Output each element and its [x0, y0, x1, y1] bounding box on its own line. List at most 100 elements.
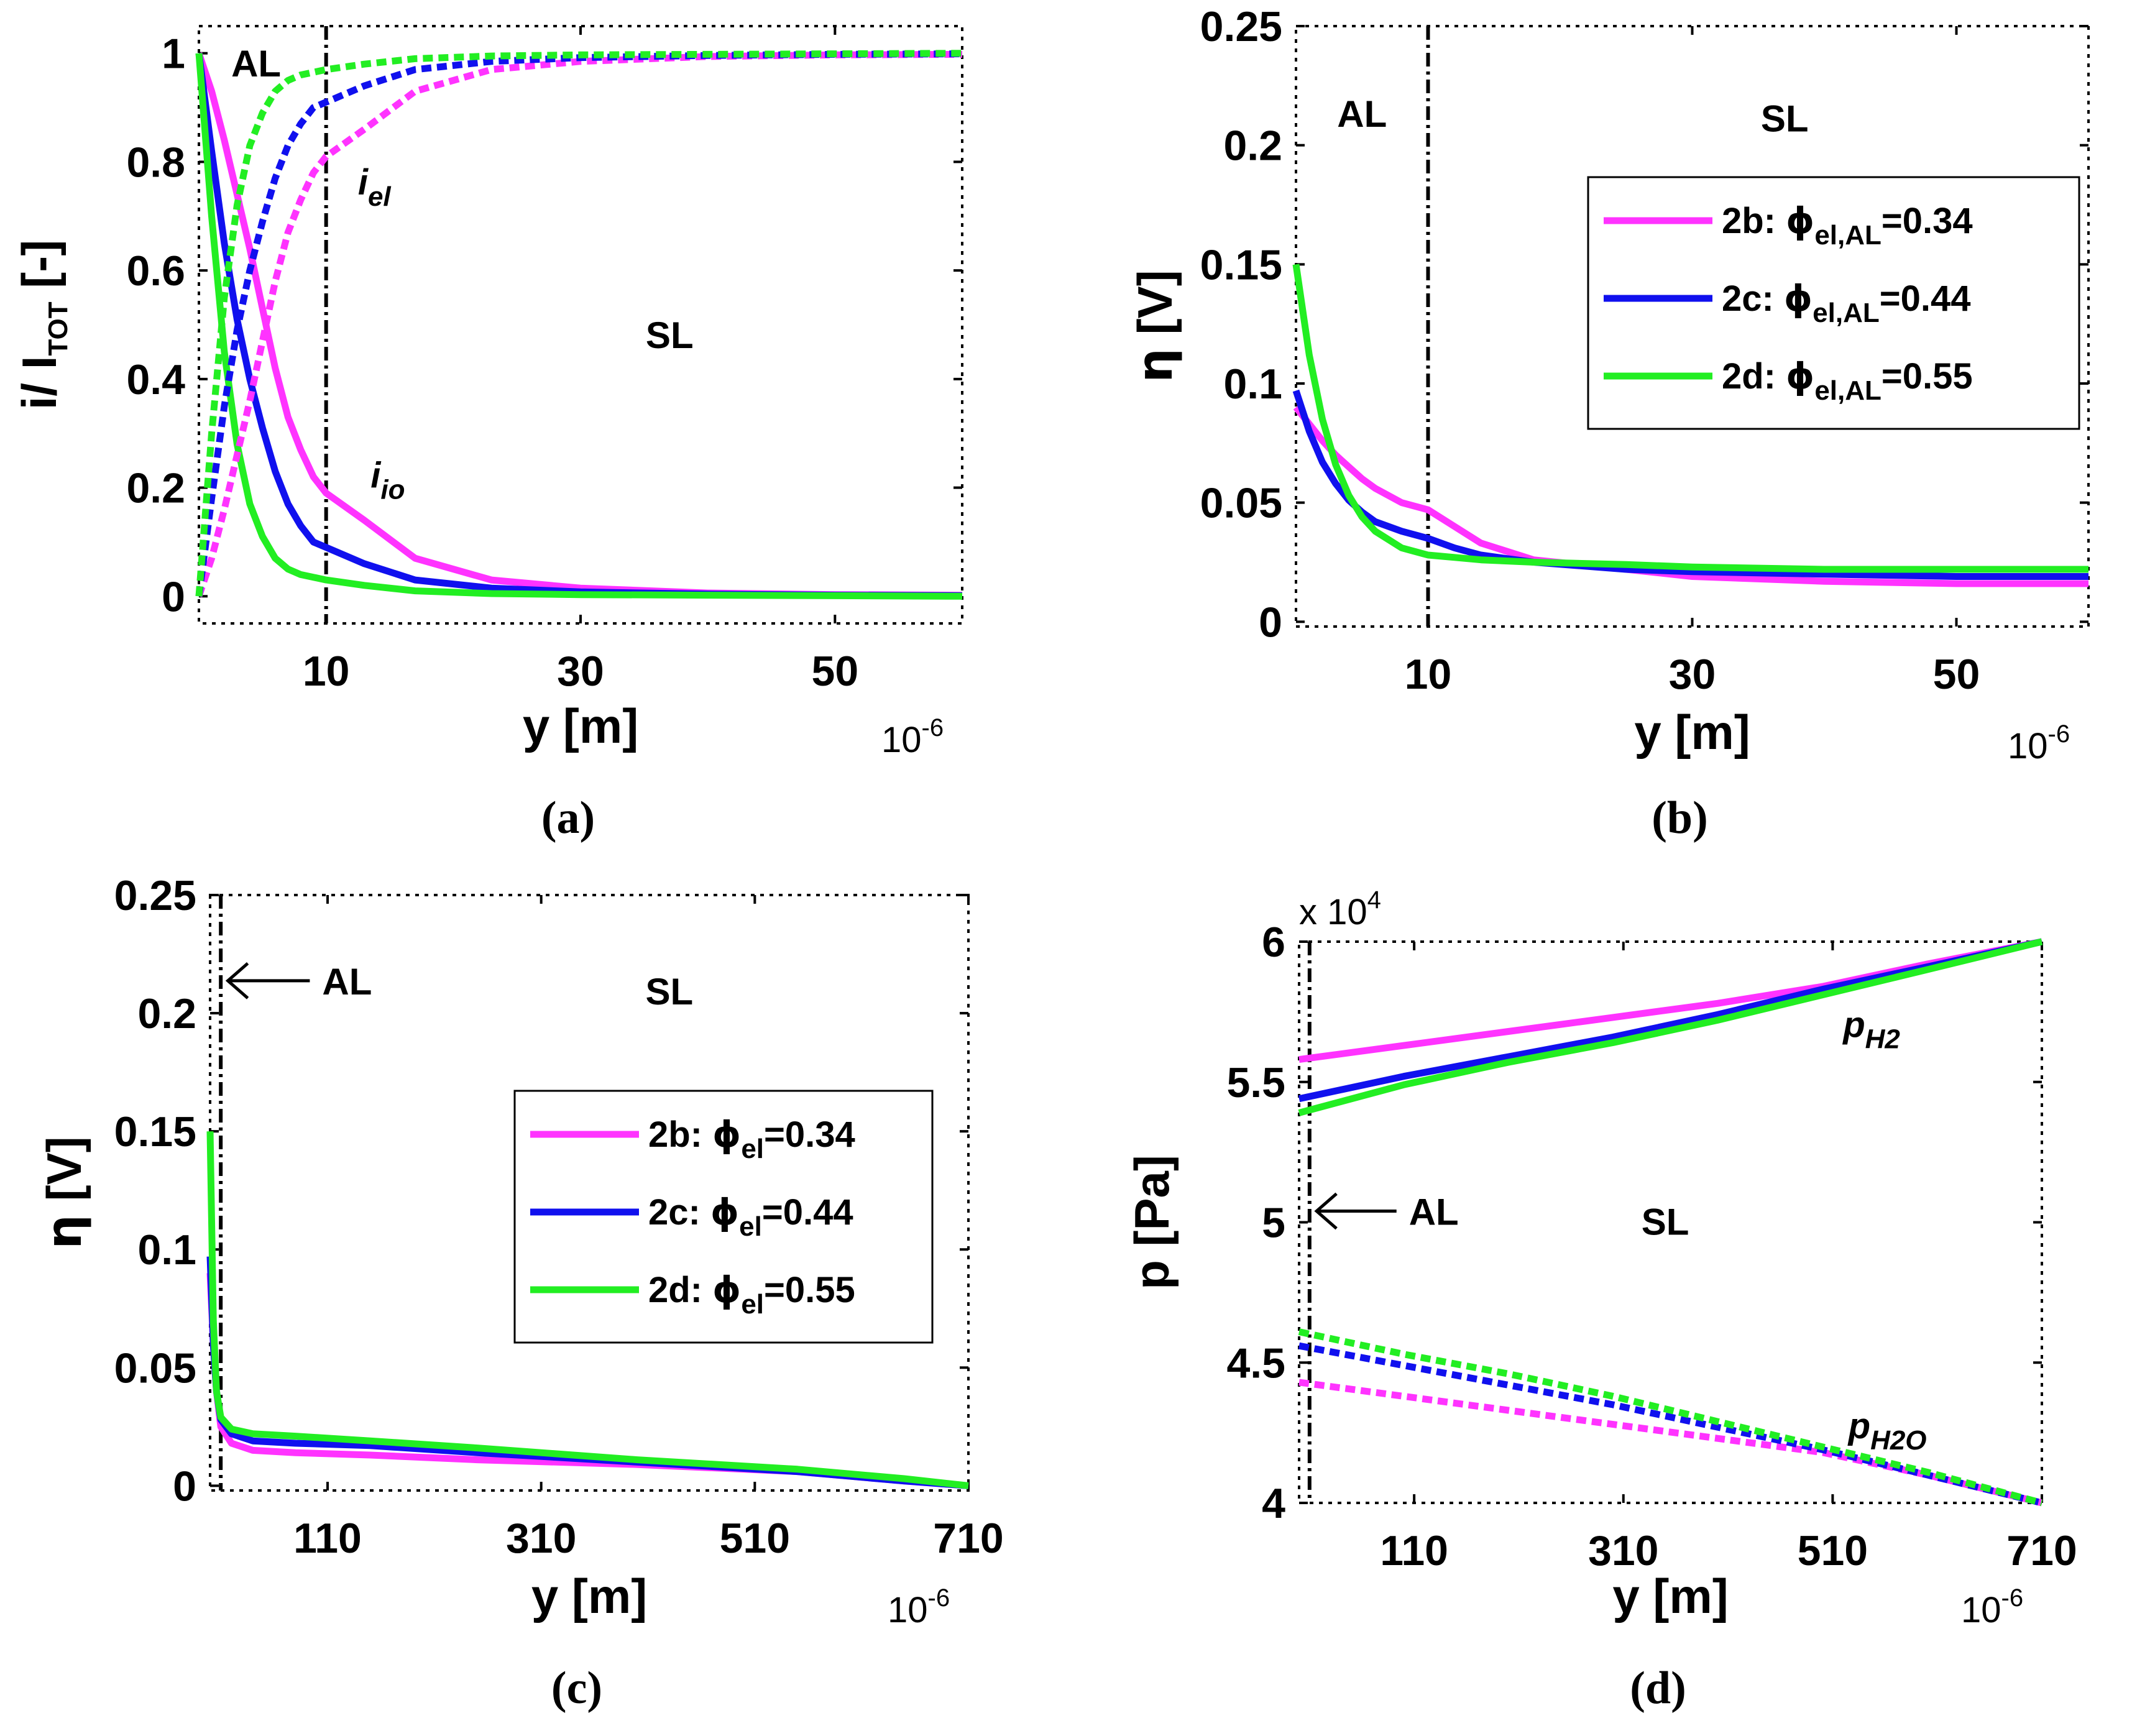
- legend-entry: 2d: ϕel=0.55: [648, 1269, 855, 1320]
- x-tick-label: 30: [557, 648, 604, 695]
- annotation-main: p: [1847, 1406, 1870, 1446]
- axes-frame: [1295, 25, 2090, 628]
- series-line-2b-ph2: [1298, 938, 2043, 1063]
- x-tick-label: 710: [2006, 1527, 2077, 1574]
- legend-symbol: ϕ: [712, 1269, 741, 1311]
- x-tick-label: 310: [1588, 1527, 1658, 1574]
- x-axis-label: y [m]: [1634, 705, 1750, 760]
- legend-symbol: ϕ: [1786, 200, 1814, 242]
- legend-entry: 2d: ϕel,AL=0.55: [1722, 355, 1973, 406]
- legend-sub: el,AL: [1814, 220, 1882, 250]
- region-label-al: AL: [322, 961, 372, 1003]
- y-tick-label: 0.8: [126, 139, 185, 186]
- x-tick-label: 310: [506, 1515, 576, 1562]
- y-tick-label: 0.2: [1223, 122, 1282, 170]
- region-label-al: AL: [1409, 1192, 1459, 1233]
- legend-sub: el: [741, 1289, 764, 1320]
- x-axis-multiplier: 10-6: [1961, 1584, 2023, 1630]
- x-axis-label: y [m]: [531, 1569, 647, 1623]
- y-axis-label-text: η [V]: [1128, 270, 1183, 382]
- y-tick-label: 0.1: [1223, 361, 1282, 408]
- series-line-2c-ph2o: [1298, 1342, 2043, 1507]
- x-tick-label: 710: [933, 1515, 1003, 1562]
- series-line-2c-ph2: [1298, 938, 2043, 1103]
- annotation-main: i: [370, 456, 382, 496]
- y-tick-label: 0.1: [137, 1226, 196, 1274]
- x-multiplier-base: 10: [888, 1590, 928, 1630]
- y-tick-label: 0.25: [1200, 3, 1282, 50]
- annotation-i-io: iio: [370, 456, 405, 505]
- region-label-sl: SL: [1761, 98, 1809, 140]
- y-tick-label: 4.5: [1226, 1339, 1285, 1387]
- annotation-sub: H2O: [1870, 1425, 1926, 1456]
- legend-symbol: ϕ: [712, 1113, 741, 1155]
- y-tick-label: 1: [162, 30, 185, 78]
- legend-prefix: 2d:: [1722, 356, 1786, 397]
- y-tick-label: 5: [1262, 1200, 1285, 1247]
- y-tick-label: 0: [162, 573, 185, 620]
- series-line-2b-i-el: [195, 50, 963, 598]
- legend-sub: el,AL: [1814, 375, 1882, 406]
- x-tick-label: 10: [303, 648, 350, 695]
- y-axis-label-text: η [V]: [37, 1136, 93, 1249]
- series-line-2c-i-io: [195, 52, 963, 599]
- x-axis-multiplier: 10-6: [888, 1584, 950, 1630]
- legend-prefix: 2d:: [648, 1270, 712, 1310]
- y-tick-label: 0: [173, 1463, 196, 1510]
- series-line-2d-i-io: [195, 53, 963, 600]
- panel-label-b: (b): [1652, 792, 1707, 843]
- y-tick-label: 4: [1262, 1480, 1285, 1527]
- region-label-al: AL: [231, 43, 281, 85]
- series-line-2d-el-0-55: [206, 1131, 969, 1489]
- legend-suffix: =0.55: [764, 1270, 855, 1310]
- series-line-2b-i-io: [195, 52, 963, 599]
- annotation-p-h2: pH2: [1842, 1005, 1900, 1055]
- x-tick-label: 50: [812, 648, 859, 695]
- y-tick-label: 0.6: [126, 247, 185, 295]
- y-tick-label: 0: [1259, 599, 1282, 646]
- y-axis-label: η [V]: [37, 1136, 93, 1249]
- legend-symbol: ϕ: [1786, 355, 1814, 397]
- y-tick-label: 0.05: [114, 1344, 196, 1392]
- ylabel-main: i/ I: [12, 356, 67, 410]
- y-axis-label: η [V]: [1128, 270, 1183, 382]
- x-multiplier-exp: -6: [928, 1584, 950, 1612]
- al-arrow-head: [225, 962, 249, 999]
- region-label-sl: SL: [646, 971, 694, 1013]
- x-axis-label: y [m]: [1612, 1569, 1728, 1623]
- y-axis-label-text: i/ ITOT [-]: [12, 240, 73, 410]
- series-line-2c-el-al-0-44: [1292, 389, 2088, 580]
- y-tick-label: 0.15: [114, 1108, 196, 1155]
- legend-sub: el: [741, 1134, 764, 1164]
- y-tick-label: 0.2: [137, 990, 196, 1037]
- x-multiplier-exp: -6: [2048, 720, 2070, 748]
- legend-symbol: ϕ: [710, 1191, 739, 1233]
- y-multiplier-base: x 10: [1299, 892, 1367, 932]
- y-axis-label: p [Pa]: [1124, 1155, 1179, 1290]
- legend-entry: 2c: ϕel=0.44: [648, 1191, 853, 1242]
- ylabel-sub: TOT: [43, 301, 73, 356]
- x-tick-label: 510: [720, 1515, 790, 1562]
- region-label-sl: SL: [1642, 1201, 1689, 1243]
- x-axis-label: y [m]: [523, 699, 638, 753]
- y-tick-label: 5.5: [1226, 1059, 1285, 1106]
- ylabel-unit: [V]: [1128, 270, 1182, 348]
- series-line-2d-ph2o: [1298, 1328, 2043, 1507]
- ylabel-unit: [-]: [12, 240, 67, 302]
- legend-entry: 2b: ϕel=0.34: [648, 1113, 855, 1164]
- x-multiplier-base: 10: [881, 720, 922, 760]
- y-tick-label: 0.05: [1200, 480, 1282, 527]
- y-axis-multiplier: x 104: [1299, 886, 1381, 932]
- legend-sub: el,AL: [1813, 298, 1880, 328]
- x-tick-label: 30: [1669, 651, 1716, 698]
- y-axis-label: i/ ITOT [-]: [12, 240, 73, 410]
- y-multiplier-exp: 4: [1367, 886, 1381, 914]
- legend-prefix: 2b:: [648, 1114, 712, 1155]
- legend-suffix: =0.44: [1880, 278, 1971, 319]
- series-line-2d-el-al-0-55: [1292, 264, 2088, 573]
